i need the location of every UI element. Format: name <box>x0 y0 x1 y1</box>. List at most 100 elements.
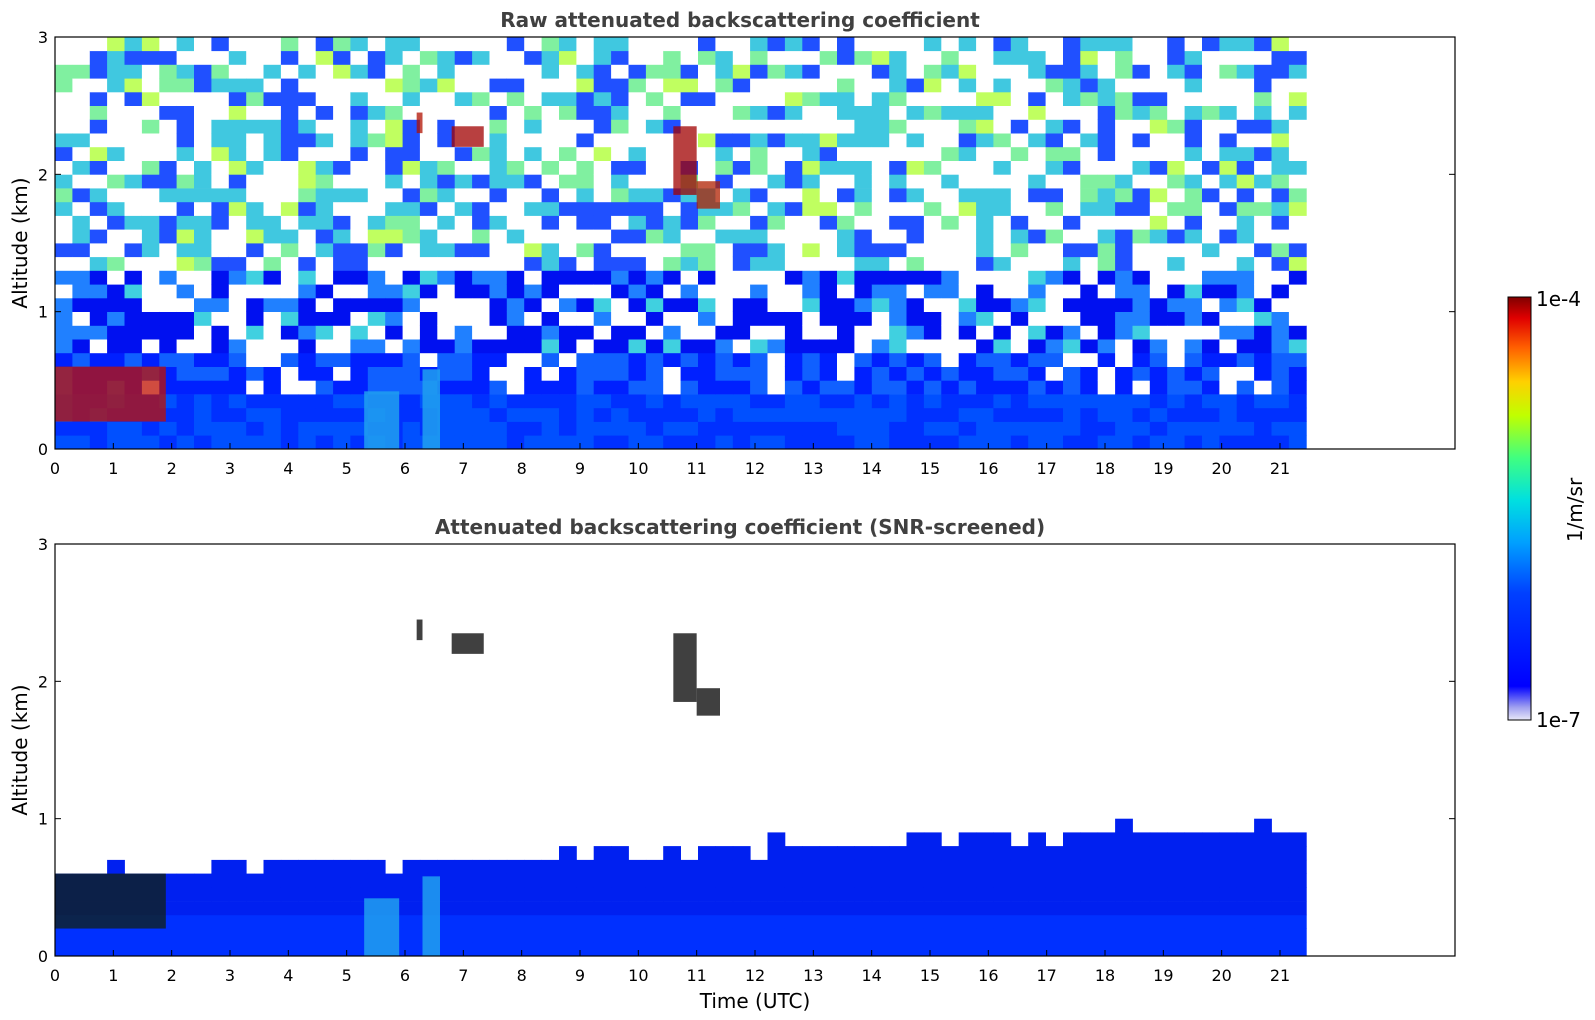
heatmap-cell <box>1045 201 1064 216</box>
heatmap-cell <box>107 105 125 120</box>
heatmap-cell <box>1080 229 1099 244</box>
heatmap-cell <box>176 256 195 271</box>
heatmap-cell <box>298 407 317 422</box>
heatmap-cell <box>958 215 977 230</box>
heatmap-cell <box>472 339 490 354</box>
heatmap-cell <box>993 229 1012 244</box>
heatmap-cell <box>732 339 751 354</box>
y-axis-label: Altitude (km) <box>8 177 32 308</box>
heatmap-cell <box>889 942 907 957</box>
heatmap-cell <box>1115 91 1133 106</box>
heatmap-cell <box>1167 64 1185 79</box>
heatmap-cell <box>350 105 369 120</box>
heatmap-cell <box>489 325 508 340</box>
heatmap-cell <box>732 188 751 203</box>
heatmap-cell <box>784 421 803 436</box>
heatmap-cell <box>1288 380 1307 395</box>
heatmap-cell <box>767 201 786 216</box>
heatmap-cell <box>802 407 821 422</box>
heatmap-cell <box>1010 901 1029 916</box>
heatmap-cell <box>1028 846 1046 861</box>
heatmap-cell <box>280 380 299 395</box>
heatmap-cell <box>1184 160 1203 175</box>
heatmap-cell <box>837 352 855 367</box>
heatmap-cell <box>732 270 751 285</box>
heatmap-cell <box>298 942 317 957</box>
heatmap-cell <box>837 174 855 189</box>
heatmap-cell <box>489 421 508 436</box>
heatmap-cell <box>315 421 334 436</box>
heatmap-cell <box>385 78 403 93</box>
heatmap-cell <box>141 942 160 957</box>
heatmap-cell <box>593 243 612 258</box>
heatmap-cell <box>1202 901 1220 916</box>
heatmap-cell <box>72 37 91 52</box>
heatmap-cell <box>437 284 456 299</box>
heatmap-cell <box>1063 64 1081 79</box>
heatmap-cell <box>280 133 299 148</box>
heatmap-cell <box>1028 366 1046 381</box>
heatmap-cell <box>1149 201 1168 216</box>
heatmap-cell <box>350 146 369 161</box>
heatmap-cell <box>628 859 647 874</box>
heatmap-cell <box>141 50 160 65</box>
heatmap-cell <box>611 873 629 888</box>
heatmap-cell <box>454 105 473 120</box>
heatmap-cell <box>141 435 160 450</box>
heatmap-cell <box>1219 311 1238 326</box>
heatmap-cell <box>802 256 821 271</box>
heatmap-cell <box>1254 105 1272 120</box>
heatmap-cell <box>1167 859 1185 874</box>
heatmap-cell <box>576 215 595 230</box>
heatmap-cell <box>1288 243 1307 258</box>
heatmap-cell <box>55 243 73 258</box>
heatmap-cell <box>315 119 334 134</box>
heatmap-cell <box>1202 339 1220 354</box>
heatmap-cell <box>437 256 456 271</box>
heatmap-cell <box>263 119 282 134</box>
heatmap-cell <box>593 887 612 902</box>
heatmap-cell <box>715 325 734 340</box>
heatmap-cell <box>367 133 386 148</box>
heatmap-cell <box>124 435 143 450</box>
x-tick-label: 20 <box>1211 966 1231 985</box>
heatmap-cell <box>1028 160 1046 175</box>
x-tick-label: 13 <box>803 966 823 985</box>
heatmap-cell <box>176 297 195 312</box>
heatmap-cell <box>1271 284 1290 299</box>
heatmap-cell <box>298 352 317 367</box>
heatmap-cell <box>1045 188 1064 203</box>
heatmap-cell <box>715 133 734 148</box>
heatmap-cell <box>1236 50 1255 65</box>
heatmap-cell <box>628 160 647 175</box>
heatmap-cell <box>1254 229 1272 244</box>
heatmap-cell <box>246 105 264 120</box>
heatmap-cell <box>89 160 108 175</box>
heatmap-cell <box>923 928 942 943</box>
heatmap-cell <box>1063 914 1081 929</box>
heatmap-cell <box>1132 928 1151 943</box>
heatmap-cell <box>1167 325 1185 340</box>
heatmap-cell <box>1132 394 1151 409</box>
heatmap-cell <box>1288 284 1307 299</box>
heatmap-cell <box>107 256 125 271</box>
heatmap-cell <box>89 201 108 216</box>
heatmap-cell <box>55 339 73 354</box>
heatmap-cell <box>55 928 73 943</box>
heatmap-cell <box>124 133 143 148</box>
heatmap-cell <box>889 188 907 203</box>
heatmap-cell <box>159 421 178 436</box>
heatmap-cell <box>541 928 560 943</box>
heatmap-cell <box>489 435 508 450</box>
heatmap-cell <box>315 284 334 299</box>
heatmap-cell <box>680 297 699 312</box>
heatmap-cell <box>246 366 264 381</box>
heatmap-cell <box>298 325 317 340</box>
heatmap-cell <box>611 859 629 874</box>
heatmap-cell <box>1219 243 1238 258</box>
heatmap-cell <box>1115 818 1133 833</box>
heatmap-cell <box>941 105 960 120</box>
x-tick-label: 18 <box>1095 459 1115 478</box>
heatmap-cell <box>819 873 838 888</box>
heatmap-cell <box>506 887 525 902</box>
